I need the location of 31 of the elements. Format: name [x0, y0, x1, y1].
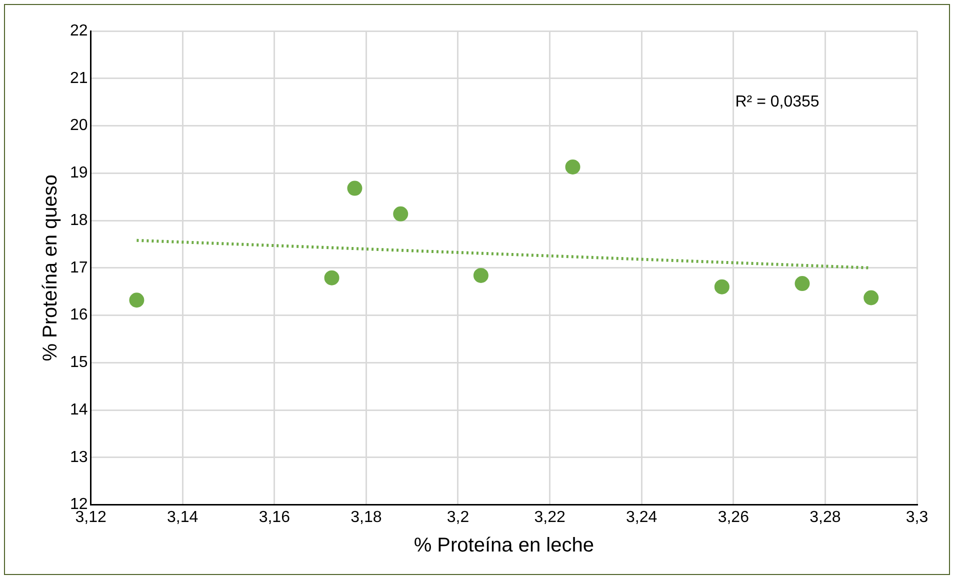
x-tick-label: 3,3: [906, 508, 928, 526]
point: [714, 279, 730, 294]
point: [347, 180, 362, 196]
x-axis-title: % Proteína en leche: [414, 534, 594, 557]
y-tick-label: 14: [70, 401, 88, 418]
x-tick-label: 3,18: [350, 508, 382, 526]
x-tick-label: 3,26: [718, 508, 750, 526]
point: [565, 159, 580, 174]
point: [393, 206, 408, 222]
y-tick-label: 20: [70, 117, 88, 134]
y-tick-label: 16: [70, 306, 88, 324]
x-tick-label: 3,16: [258, 508, 290, 526]
y-tick-label: 17: [70, 259, 88, 276]
annotation: R² = 0,0355: [735, 93, 820, 110]
x-tick-label: 3,24: [626, 508, 658, 526]
y-tick-label: 15: [70, 354, 88, 372]
y-tick-label: 21: [70, 70, 88, 87]
point: [473, 268, 488, 283]
y-tick-label: 22: [70, 22, 88, 40]
x-tick-label: 3,22: [534, 508, 566, 526]
y-axis-title: % Proteína en queso: [40, 174, 62, 362]
y-tick-label: 18: [70, 212, 88, 229]
x-tick-label: 3,28: [810, 508, 841, 526]
x-tick-label: 3,14: [167, 508, 198, 526]
y-tick-label: 19: [70, 164, 88, 182]
point: [324, 270, 340, 286]
x-tick-label: 3,2: [446, 508, 470, 526]
y-tick-label: 13: [70, 448, 88, 466]
point: [864, 290, 879, 306]
point: [129, 292, 144, 308]
point: [794, 276, 810, 292]
